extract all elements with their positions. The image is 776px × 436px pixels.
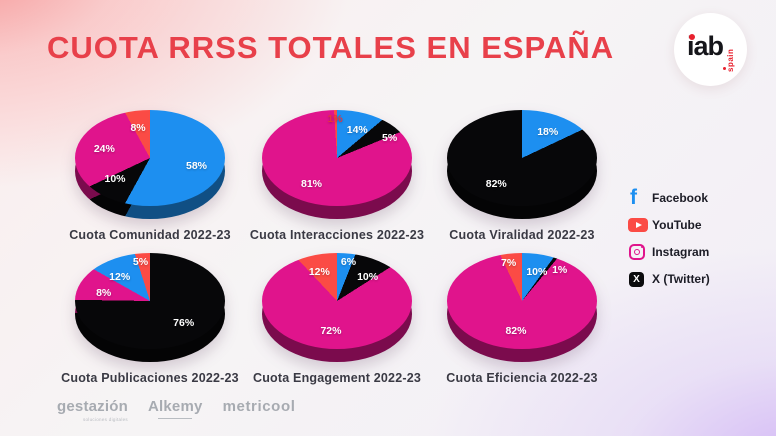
chart-caption-viralidad: Cuota Viralidad 2022-23 — [449, 228, 595, 242]
pie-slice-label: 72% — [320, 325, 342, 338]
youtube-icon — [628, 218, 648, 232]
legend-label-instagram: Instagram — [652, 245, 710, 259]
partner-logos: gestazión soluciones digitales Alkemy me… — [57, 398, 296, 422]
iab-logo-region: spain — [723, 32, 735, 72]
gestazion-tagline: soluciones digitales — [82, 416, 128, 422]
pie-slice-label: 10% — [526, 265, 548, 278]
pie-slice-label: 8% — [130, 122, 146, 135]
page-title: CUOTA RRSS TOTALES EN ESPAÑA — [47, 30, 615, 65]
facebook-icon — [630, 189, 637, 208]
gestazion-logo-text: gestazión — [57, 398, 128, 415]
pie-slice-label: 6% — [340, 256, 357, 269]
pie-slice-label: 1% — [327, 112, 343, 125]
iab-red-dot-icon — [689, 34, 695, 40]
pie-comunidad: 58% 10% 24% 8% — [75, 110, 225, 219]
gestazion-logo: gestazión soluciones digitales — [57, 398, 128, 422]
pie-slice-label: 82% — [485, 177, 507, 190]
pie-slice-label: 8% — [96, 286, 112, 299]
pie-slice-label: 14% — [346, 124, 368, 137]
pie-engagement: 6% 10% 72% 12% — [262, 253, 412, 362]
pie-chart-comunidad: 58% 10% 24% 8% Cuota Comunidad 2022-23 — [55, 104, 245, 244]
pie-slice-label: 58% — [185, 159, 207, 172]
pie-slice-label: 12% — [308, 266, 330, 279]
alkemy-logo-text: Alkemy — [147, 398, 203, 415]
pie-slice-label: 18% — [537, 126, 559, 139]
pie-viralidad: 18% 82% — [447, 110, 597, 219]
legend-item-instagram: Instagram — [628, 242, 710, 262]
legend-item-x-twitter: X (Twitter) — [628, 269, 710, 289]
pie-slice-label: 10% — [104, 173, 126, 186]
pie-slice-label: 5% — [382, 131, 398, 144]
pie-interacciones: 14% 5% 81% 1% — [262, 110, 412, 219]
legend-label-youtube: YouTube — [652, 218, 702, 232]
pie-eficiencia: 10% 1% 82% 7% — [447, 253, 597, 362]
iab-spain-logo: iab spain — [674, 13, 747, 86]
legend-item-facebook: Facebook — [628, 188, 710, 208]
chart-caption-interacciones: Cuota Interacciones 2022-23 — [249, 228, 425, 242]
pie-chart-interacciones: 14% 5% 81% 1% Cuota Interacciones 2022-23 — [242, 104, 432, 244]
metricool-logo-text: metricool — [222, 398, 296, 415]
pie-slice-label: 12% — [109, 271, 131, 284]
pie-slice-label: 7% — [500, 256, 517, 269]
pie-slice-label: 1% — [552, 263, 568, 276]
chart-caption-engagement: Cuota Engagement 2022-23 — [252, 371, 422, 385]
pie-chart-publicaciones: 76% 8% 12% 5% Cuota Publicaciones 2022-23 — [55, 247, 245, 387]
alkemy-underline — [158, 417, 193, 419]
legend-item-youtube: YouTube — [628, 215, 710, 235]
instagram-icon — [629, 244, 645, 260]
pie-publicaciones: 76% 8% 12% 5% — [75, 253, 225, 362]
chart-caption-comunidad: Cuota Comunidad 2022-23 — [69, 228, 231, 242]
chart-caption-eficiencia: Cuota Eficiencia 2022-23 — [446, 371, 598, 385]
metricool-logo: metricool — [222, 398, 296, 416]
pie-slice-label: 76% — [173, 316, 195, 329]
pie-chart-engagement: 6% 10% 72% 12% Cuota Engagement 2022-23 — [242, 247, 432, 387]
x-twitter-icon — [629, 271, 644, 287]
platform-legend: Facebook YouTube Instagram X (Twitter) — [628, 188, 710, 296]
legend-label-x-twitter: X (Twitter) — [652, 272, 710, 286]
pie-slice-label: 82% — [505, 325, 527, 338]
pie-slice-label: 24% — [93, 142, 115, 155]
chart-caption-publicaciones: Cuota Publicaciones 2022-23 — [61, 371, 239, 385]
legend-label-facebook: Facebook — [652, 191, 709, 205]
alkemy-logo: Alkemy — [147, 398, 203, 419]
pie-slice-label: 10% — [357, 271, 379, 284]
pie-chart-viralidad: 18% 82% Cuota Viralidad 2022-23 — [427, 104, 617, 244]
pie-slice-label: 5% — [132, 256, 149, 269]
pie-chart-eficiencia: 10% 1% 82% 7% Cuota Eficiencia 2022-23 — [427, 247, 617, 387]
pie-slice-label: 81% — [300, 178, 323, 191]
